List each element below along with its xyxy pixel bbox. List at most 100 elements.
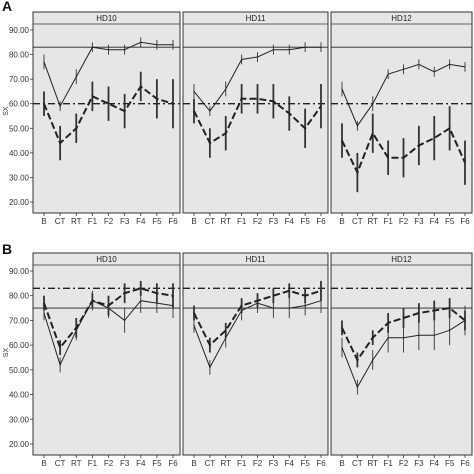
data-point <box>372 103 374 105</box>
panel-HD10: HD10 B CT RT F1 F2 F3 F4 F5 F6 <box>32 11 181 226</box>
x-tick-label: B <box>41 217 46 226</box>
x-tick-label: F3 <box>414 459 424 468</box>
x-tick-label: F6 <box>316 217 326 226</box>
panel-background <box>330 11 473 214</box>
x-tick-label: CT <box>352 217 363 226</box>
panel-HD11: HD11 B CT RT F1 F2 F3 F4 F5 F6 <box>182 252 329 468</box>
x-tick-label: F2 <box>104 217 114 226</box>
x-tick-label: B <box>339 459 344 468</box>
x-tick-label: CT <box>205 459 216 468</box>
data-point <box>449 63 451 65</box>
data-point <box>372 337 374 339</box>
series-line-dashed <box>193 97 322 145</box>
x-tick-label: F5 <box>445 459 455 468</box>
data-point <box>433 309 435 312</box>
data-point <box>341 347 343 349</box>
x-tick-label: F1 <box>237 459 247 468</box>
data-point <box>172 295 174 297</box>
x-tick-label: RT <box>367 217 378 226</box>
x-tick-label: F4 <box>136 459 146 468</box>
data-point <box>193 90 195 93</box>
x-tick-label: F4 <box>430 459 440 468</box>
y-tick-label: 20.00 <box>9 440 30 449</box>
data-point <box>272 295 274 297</box>
data-point <box>418 312 420 314</box>
x-tick-label: F4 <box>136 217 146 226</box>
data-point <box>464 66 466 68</box>
x-tick-label: F1 <box>88 459 98 468</box>
panel-title: HD10 <box>96 255 117 264</box>
data-point <box>464 319 466 322</box>
panel-background <box>182 11 329 214</box>
x-tick-label: RT <box>220 459 231 468</box>
data-point <box>209 142 211 144</box>
data-point <box>387 322 389 324</box>
data-point <box>464 162 466 164</box>
panel-background <box>32 252 181 456</box>
panel-background <box>182 252 329 456</box>
x-tick-label: F2 <box>104 459 114 468</box>
figure-part-B: B SX 20.00 30.00 40.00 50.00 60.00 70.00 80.00 90… <box>2 241 473 468</box>
data-point <box>372 359 374 361</box>
data-point <box>241 58 243 61</box>
data-point <box>156 44 158 46</box>
data-point <box>124 292 126 294</box>
data-point <box>341 327 343 329</box>
data-point <box>418 144 420 147</box>
data-point <box>320 46 322 48</box>
data-point <box>107 103 110 105</box>
data-point <box>59 105 61 107</box>
data-point <box>356 359 358 361</box>
x-tick-label: F4 <box>430 217 440 226</box>
y-axis-label: SX <box>3 106 10 116</box>
data-point <box>418 334 420 336</box>
x-tick-label: CT <box>55 217 66 226</box>
data-point <box>387 157 389 159</box>
data-point <box>59 142 61 144</box>
data-point <box>402 337 405 339</box>
y-tick-label: 90.00 <box>9 26 30 35</box>
data-point <box>140 85 142 88</box>
data-point <box>272 307 274 309</box>
x-tick-label: F6 <box>460 459 470 468</box>
data-point <box>320 290 322 292</box>
x-tick-label: F1 <box>383 459 393 468</box>
figure-label: A <box>2 0 12 14</box>
x-tick-label: F1 <box>383 217 393 226</box>
x-tick-label: CT <box>55 459 66 468</box>
data-point <box>75 127 77 129</box>
x-tick-label: F6 <box>168 217 178 226</box>
x-tick-label: F5 <box>445 217 455 226</box>
x-tick-label: RT <box>71 217 82 226</box>
data-point <box>304 305 306 307</box>
y-axis-label: SX <box>3 348 10 358</box>
data-point <box>272 100 274 102</box>
y-tick-label: 70.00 <box>9 316 30 325</box>
data-point <box>356 386 358 388</box>
data-point <box>156 98 158 100</box>
data-point <box>402 317 405 319</box>
data-point <box>225 329 227 331</box>
data-point <box>402 68 405 70</box>
data-point <box>341 88 343 90</box>
panel-HD11: HD11 B CT RT F1 F2 F3 F4 F5 F6 <box>182 11 329 226</box>
x-tick-label: F2 <box>253 459 263 468</box>
x-tick-label: F1 <box>237 217 247 226</box>
data-point <box>156 292 158 294</box>
data-point <box>288 49 290 51</box>
data-point <box>140 41 142 43</box>
y-tick-label: 40.00 <box>9 391 30 400</box>
data-point <box>256 300 259 302</box>
x-tick-label: CT <box>205 217 216 226</box>
data-point <box>140 287 142 289</box>
data-point <box>59 347 61 349</box>
x-tick-label: F1 <box>88 217 98 226</box>
x-tick-label: F5 <box>152 459 162 468</box>
data-point <box>209 344 211 346</box>
y-tick-label: 30.00 <box>9 173 30 182</box>
data-point <box>433 334 435 336</box>
x-tick-label: F5 <box>152 217 162 226</box>
data-point <box>91 95 93 97</box>
data-point <box>172 103 174 105</box>
data-point <box>43 312 45 314</box>
